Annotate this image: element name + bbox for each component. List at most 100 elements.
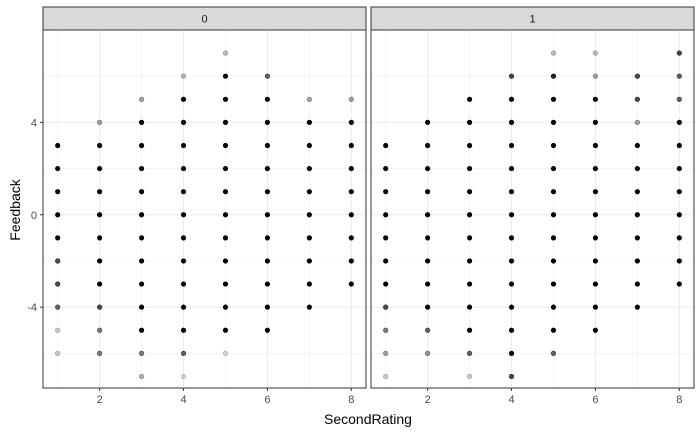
data-point	[138, 304, 145, 310]
data-point	[138, 165, 145, 172]
data-point	[383, 327, 389, 333]
x-tick-label: 4	[508, 394, 514, 406]
data-point	[634, 281, 640, 287]
data-point	[508, 73, 515, 79]
data-point	[508, 327, 515, 333]
data-point	[676, 235, 682, 241]
data-point	[383, 189, 389, 195]
data-point	[180, 212, 187, 218]
data-point	[425, 235, 431, 241]
data-point	[55, 142, 61, 149]
data-point	[97, 212, 103, 218]
data-point	[222, 304, 229, 310]
data-point	[138, 96, 145, 102]
data-point	[138, 281, 145, 287]
data-point	[97, 119, 103, 125]
data-point	[508, 189, 515, 195]
data-point	[138, 235, 145, 241]
data-point	[264, 235, 271, 241]
data-point	[222, 119, 229, 125]
data-point	[55, 235, 61, 241]
data-point	[264, 119, 271, 125]
data-point	[466, 281, 473, 287]
facet-panels: 0 2 4 6 8 -4 0 4 1 2 4 6 8	[27, 6, 695, 406]
data-point	[550, 50, 557, 56]
data-point	[550, 96, 557, 102]
data-point	[348, 258, 354, 264]
data-point	[634, 119, 640, 125]
data-point	[466, 165, 473, 172]
data-point	[222, 212, 229, 218]
y-tick-label: 0	[31, 210, 37, 222]
data-point	[348, 142, 354, 149]
data-point	[592, 327, 599, 333]
y-tick-label: -4	[27, 302, 37, 314]
data-point	[348, 281, 354, 287]
data-point	[306, 165, 312, 172]
data-point	[634, 235, 640, 241]
data-point	[138, 212, 145, 218]
data-point	[466, 189, 473, 195]
data-point	[676, 96, 682, 102]
data-point	[508, 350, 515, 356]
data-point	[264, 165, 271, 172]
data-point	[55, 189, 61, 195]
data-point	[264, 281, 271, 287]
data-point	[180, 327, 187, 333]
data-point	[466, 142, 473, 149]
data-point	[138, 258, 145, 264]
data-point	[348, 189, 354, 195]
data-point	[425, 327, 431, 333]
data-point	[466, 258, 473, 264]
x-tick-label: 6	[592, 394, 598, 406]
data-point	[55, 165, 61, 172]
data-point	[222, 258, 229, 264]
data-point	[383, 350, 389, 356]
data-point	[138, 142, 145, 149]
data-point	[592, 50, 599, 56]
data-point	[425, 142, 431, 149]
data-point	[264, 189, 271, 195]
data-point	[676, 165, 682, 172]
data-point	[222, 142, 229, 149]
data-point	[97, 350, 103, 356]
data-point	[138, 350, 145, 356]
data-point	[222, 327, 229, 333]
data-point	[306, 119, 312, 125]
data-point	[592, 212, 599, 218]
data-point	[55, 327, 61, 333]
data-point	[97, 165, 103, 172]
data-point	[425, 281, 431, 287]
data-point	[306, 304, 312, 310]
data-point	[180, 235, 187, 241]
data-point	[676, 142, 682, 149]
data-point	[592, 235, 599, 241]
data-point	[466, 327, 473, 333]
data-point	[466, 373, 473, 380]
data-point	[550, 281, 557, 287]
y-axis-title: Feedback	[7, 178, 23, 240]
data-point	[306, 281, 312, 287]
data-point	[306, 212, 312, 218]
data-point	[222, 165, 229, 172]
data-point	[508, 235, 515, 241]
data-point	[508, 258, 515, 264]
data-point	[466, 235, 473, 241]
data-point	[634, 189, 640, 195]
data-point	[592, 96, 599, 102]
data-point	[508, 304, 515, 310]
data-point	[383, 304, 389, 310]
data-point	[676, 50, 682, 56]
data-point	[508, 212, 515, 218]
data-point	[383, 142, 389, 149]
data-point	[508, 142, 515, 149]
data-point	[180, 165, 187, 172]
data-point	[97, 258, 103, 264]
data-point	[348, 119, 354, 125]
data-point	[508, 96, 515, 102]
data-point	[592, 119, 599, 125]
data-point	[55, 258, 61, 264]
data-point	[138, 189, 145, 195]
data-point	[550, 304, 557, 310]
